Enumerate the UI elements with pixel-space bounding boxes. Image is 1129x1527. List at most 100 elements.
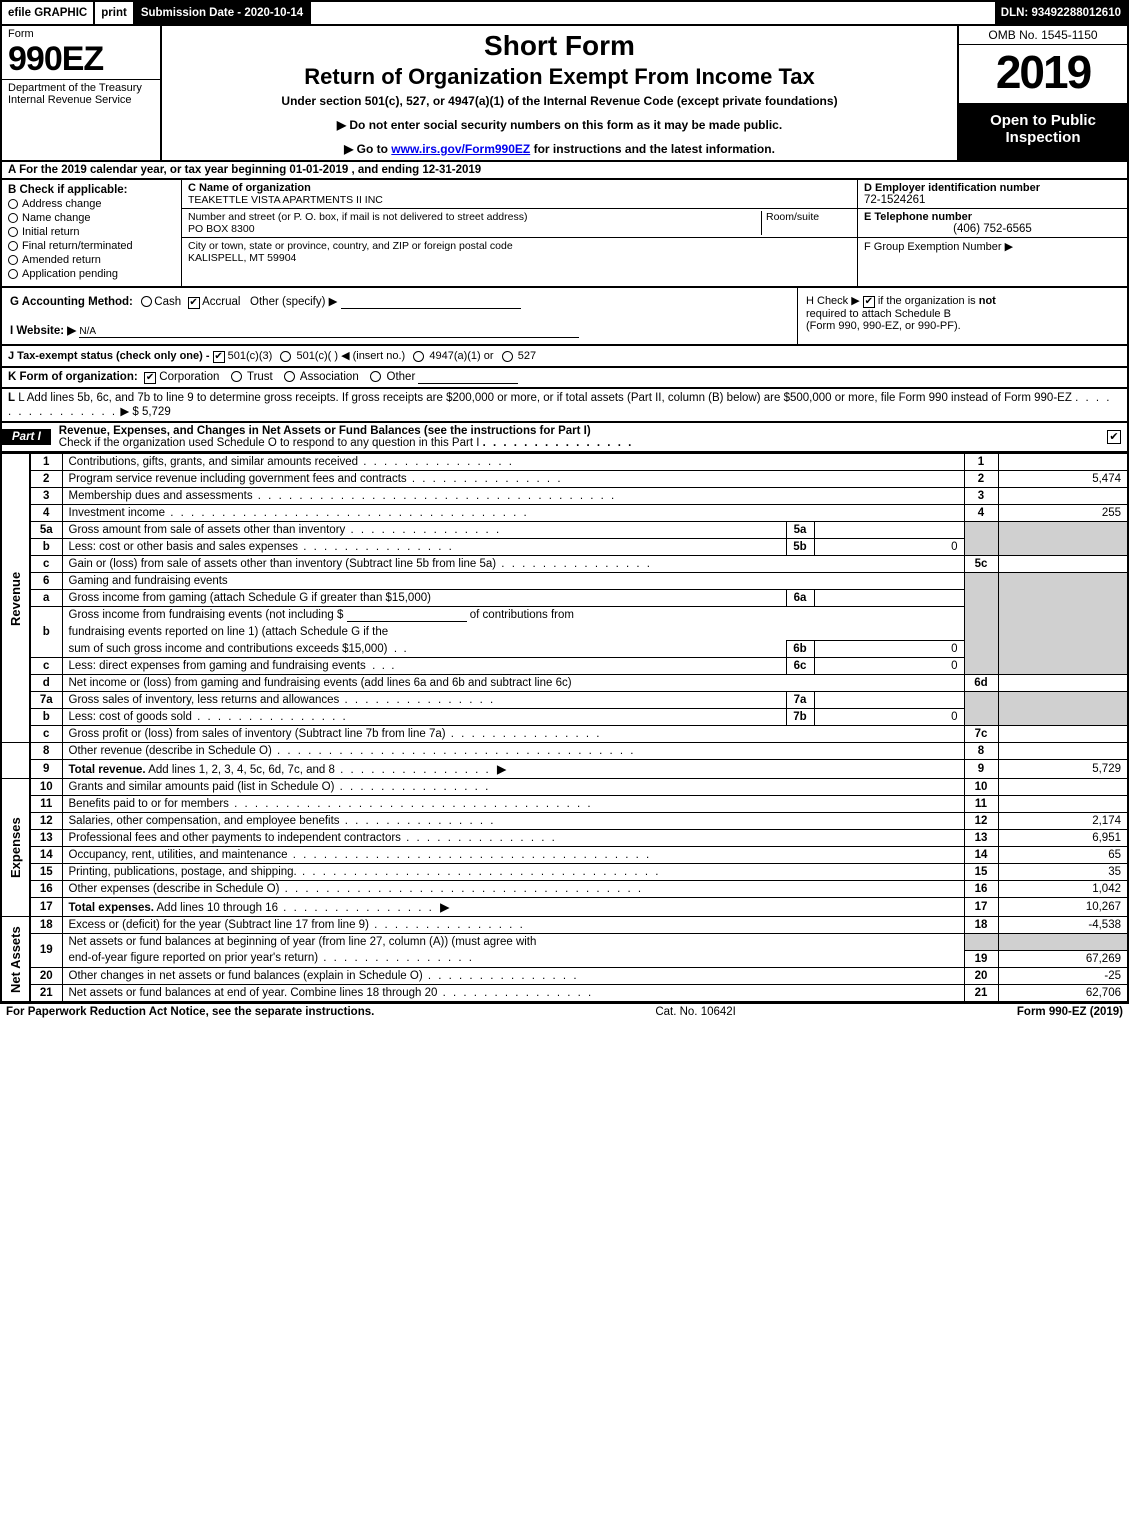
h-line3: (Form 990, 990-EZ, or 990-PF). — [806, 320, 961, 332]
val-8 — [998, 743, 1128, 760]
circle-icon — [141, 296, 152, 307]
circle-icon — [8, 241, 18, 251]
header-left: Form 990EZ Department of the Treasury In… — [2, 26, 162, 160]
c-city-label: City or town, state or province, country… — [188, 240, 851, 252]
table-row: 13 Professional fees and other payments … — [1, 830, 1128, 847]
circle-icon — [280, 351, 291, 362]
footer-left: For Paperwork Reduction Act Notice, see … — [6, 1006, 374, 1018]
desc-4: Investment income — [62, 505, 964, 522]
side-revenue: Revenue — [1, 454, 30, 743]
table-row: b Less: cost of goods sold 7b 0 — [1, 709, 1128, 726]
desc-6b-2: fundraising events reported on line 1) (… — [62, 624, 964, 641]
f-label: F Group Exemption Number ▶ — [864, 240, 1121, 253]
table-row: 6 Gaming and fundraising events — [1, 573, 1128, 590]
grey-cell — [998, 934, 1128, 951]
table-row: 20 Other changes in net assets or fund b… — [1, 967, 1128, 984]
table-row: a Gross income from gaming (attach Sched… — [1, 590, 1128, 607]
val-15: 35 — [998, 864, 1128, 881]
ln-11: 11 — [30, 796, 62, 813]
idx-12: 12 — [964, 813, 998, 830]
circle-icon — [8, 255, 18, 265]
table-row: fundraising events reported on line 1) (… — [1, 624, 1128, 641]
b-opt-amended: Amended return — [8, 254, 175, 266]
table-row: 4 Investment income 4 255 — [1, 505, 1128, 522]
b-opt-name: Name change — [8, 212, 175, 224]
idx-3: 3 — [964, 488, 998, 505]
goto-post: for instructions and the latest informat… — [534, 142, 775, 156]
desc-20: Other changes in net assets or fund bala… — [62, 967, 964, 984]
gh-block: G Accounting Method: Cash Accrual Other … — [0, 288, 1129, 346]
ln-6: 6 — [30, 573, 62, 590]
irs-link[interactable]: www.irs.gov/Form990EZ — [391, 142, 530, 156]
desc-17: Total expenses. Add lines 10 through 16 … — [62, 898, 964, 917]
table-row: 12 Salaries, other compensation, and emp… — [1, 813, 1128, 830]
ln-5c: c — [30, 556, 62, 573]
table-row: 15 Printing, publications, postage, and … — [1, 864, 1128, 881]
footer-mid: Cat. No. 10642I — [374, 1006, 1017, 1018]
part1-check — [1107, 430, 1127, 444]
desc-3: Membership dues and assessments — [62, 488, 964, 505]
ln-9: 9 — [30, 760, 62, 779]
circle-icon — [370, 371, 381, 382]
desc-16: Other expenses (describe in Schedule O) — [62, 881, 964, 898]
ln-1: 1 — [30, 454, 62, 471]
row-k: K Form of organization: Corporation Trus… — [0, 368, 1129, 389]
subln-6a: 6a — [786, 590, 814, 607]
h-not: not — [979, 295, 996, 307]
org-name: TEAKETTLE VISTA APARTMENTS II INC — [188, 194, 851, 206]
efile-label: efile GRAPHIC — [2, 2, 95, 24]
grey-cell — [998, 692, 1128, 726]
part1-checkline: Check if the organization used Schedule … — [59, 437, 480, 449]
print-button[interactable]: print — [95, 2, 135, 24]
desc-9: Total revenue. Total revenue. Add lines … — [62, 760, 964, 779]
idx-14: 14 — [964, 847, 998, 864]
table-row: 21 Net assets or fund balances at end of… — [1, 984, 1128, 1002]
l-amount: ▶ $ 5,729 — [120, 406, 170, 418]
idx-8: 8 — [964, 743, 998, 760]
val-3 — [998, 488, 1128, 505]
website: N/A — [79, 326, 579, 338]
idx-7c: 7c — [964, 726, 998, 743]
circle-icon — [284, 371, 295, 382]
desc-5c: Gain or (loss) from sale of assets other… — [62, 556, 964, 573]
c-street-row: Number and street (or P. O. box, if mail… — [182, 209, 857, 238]
idx-6d: 6d — [964, 675, 998, 692]
ln-20: 20 — [30, 967, 62, 984]
omb-number: OMB No. 1545-1150 — [959, 26, 1127, 45]
check-icon — [213, 351, 225, 363]
footer: For Paperwork Reduction Act Notice, see … — [0, 1003, 1129, 1020]
d-row: D Employer identification number 72-1524… — [858, 180, 1127, 208]
section-c: C Name of organization TEAKETTLE VISTA A… — [182, 180, 857, 286]
desc-10: Grants and similar amounts paid (list in… — [62, 779, 964, 796]
circle-icon — [502, 351, 513, 362]
desc-5a: Gross amount from sale of assets other t… — [62, 522, 786, 539]
ln-5a: 5a — [30, 522, 62, 539]
desc-2: Program service revenue including govern… — [62, 471, 964, 488]
table-row: b Less: cost or other basis and sales ex… — [1, 539, 1128, 556]
dept-treasury: Department of the Treasury Internal Reve… — [2, 79, 160, 108]
table-row: c Gain or (loss) from sale of assets oth… — [1, 556, 1128, 573]
table-row: 2 Program service revenue including gove… — [1, 471, 1128, 488]
h-line2: required to attach Schedule B — [806, 308, 951, 320]
idx-15: 15 — [964, 864, 998, 881]
val-5c — [998, 556, 1128, 573]
g-accrual: Accrual — [202, 296, 240, 308]
desc-19b: end-of-year figure reported on prior yea… — [62, 950, 964, 967]
desc-7b: Less: cost of goods sold — [62, 709, 786, 726]
footer-right: Form 990-EZ (2019) — [1017, 1006, 1123, 1018]
check-icon — [188, 297, 200, 309]
table-row: 19 Net assets or fund balances at beginn… — [1, 934, 1128, 951]
part1-tag: Part I — [2, 429, 51, 445]
idx-10: 10 — [964, 779, 998, 796]
ln-7c: c — [30, 726, 62, 743]
val-6d — [998, 675, 1128, 692]
desc-12: Salaries, other compensation, and employ… — [62, 813, 964, 830]
ln-17: 17 — [30, 898, 62, 917]
org-street: PO BOX 8300 — [188, 223, 761, 235]
b-opt-text: Address change — [22, 198, 102, 210]
form-number: 990EZ — [2, 40, 160, 79]
idx-20: 20 — [964, 967, 998, 984]
val-13: 6,951 — [998, 830, 1128, 847]
short-form-title: Short Form — [170, 30, 949, 62]
g-label: G Accounting Method: — [10, 296, 133, 308]
